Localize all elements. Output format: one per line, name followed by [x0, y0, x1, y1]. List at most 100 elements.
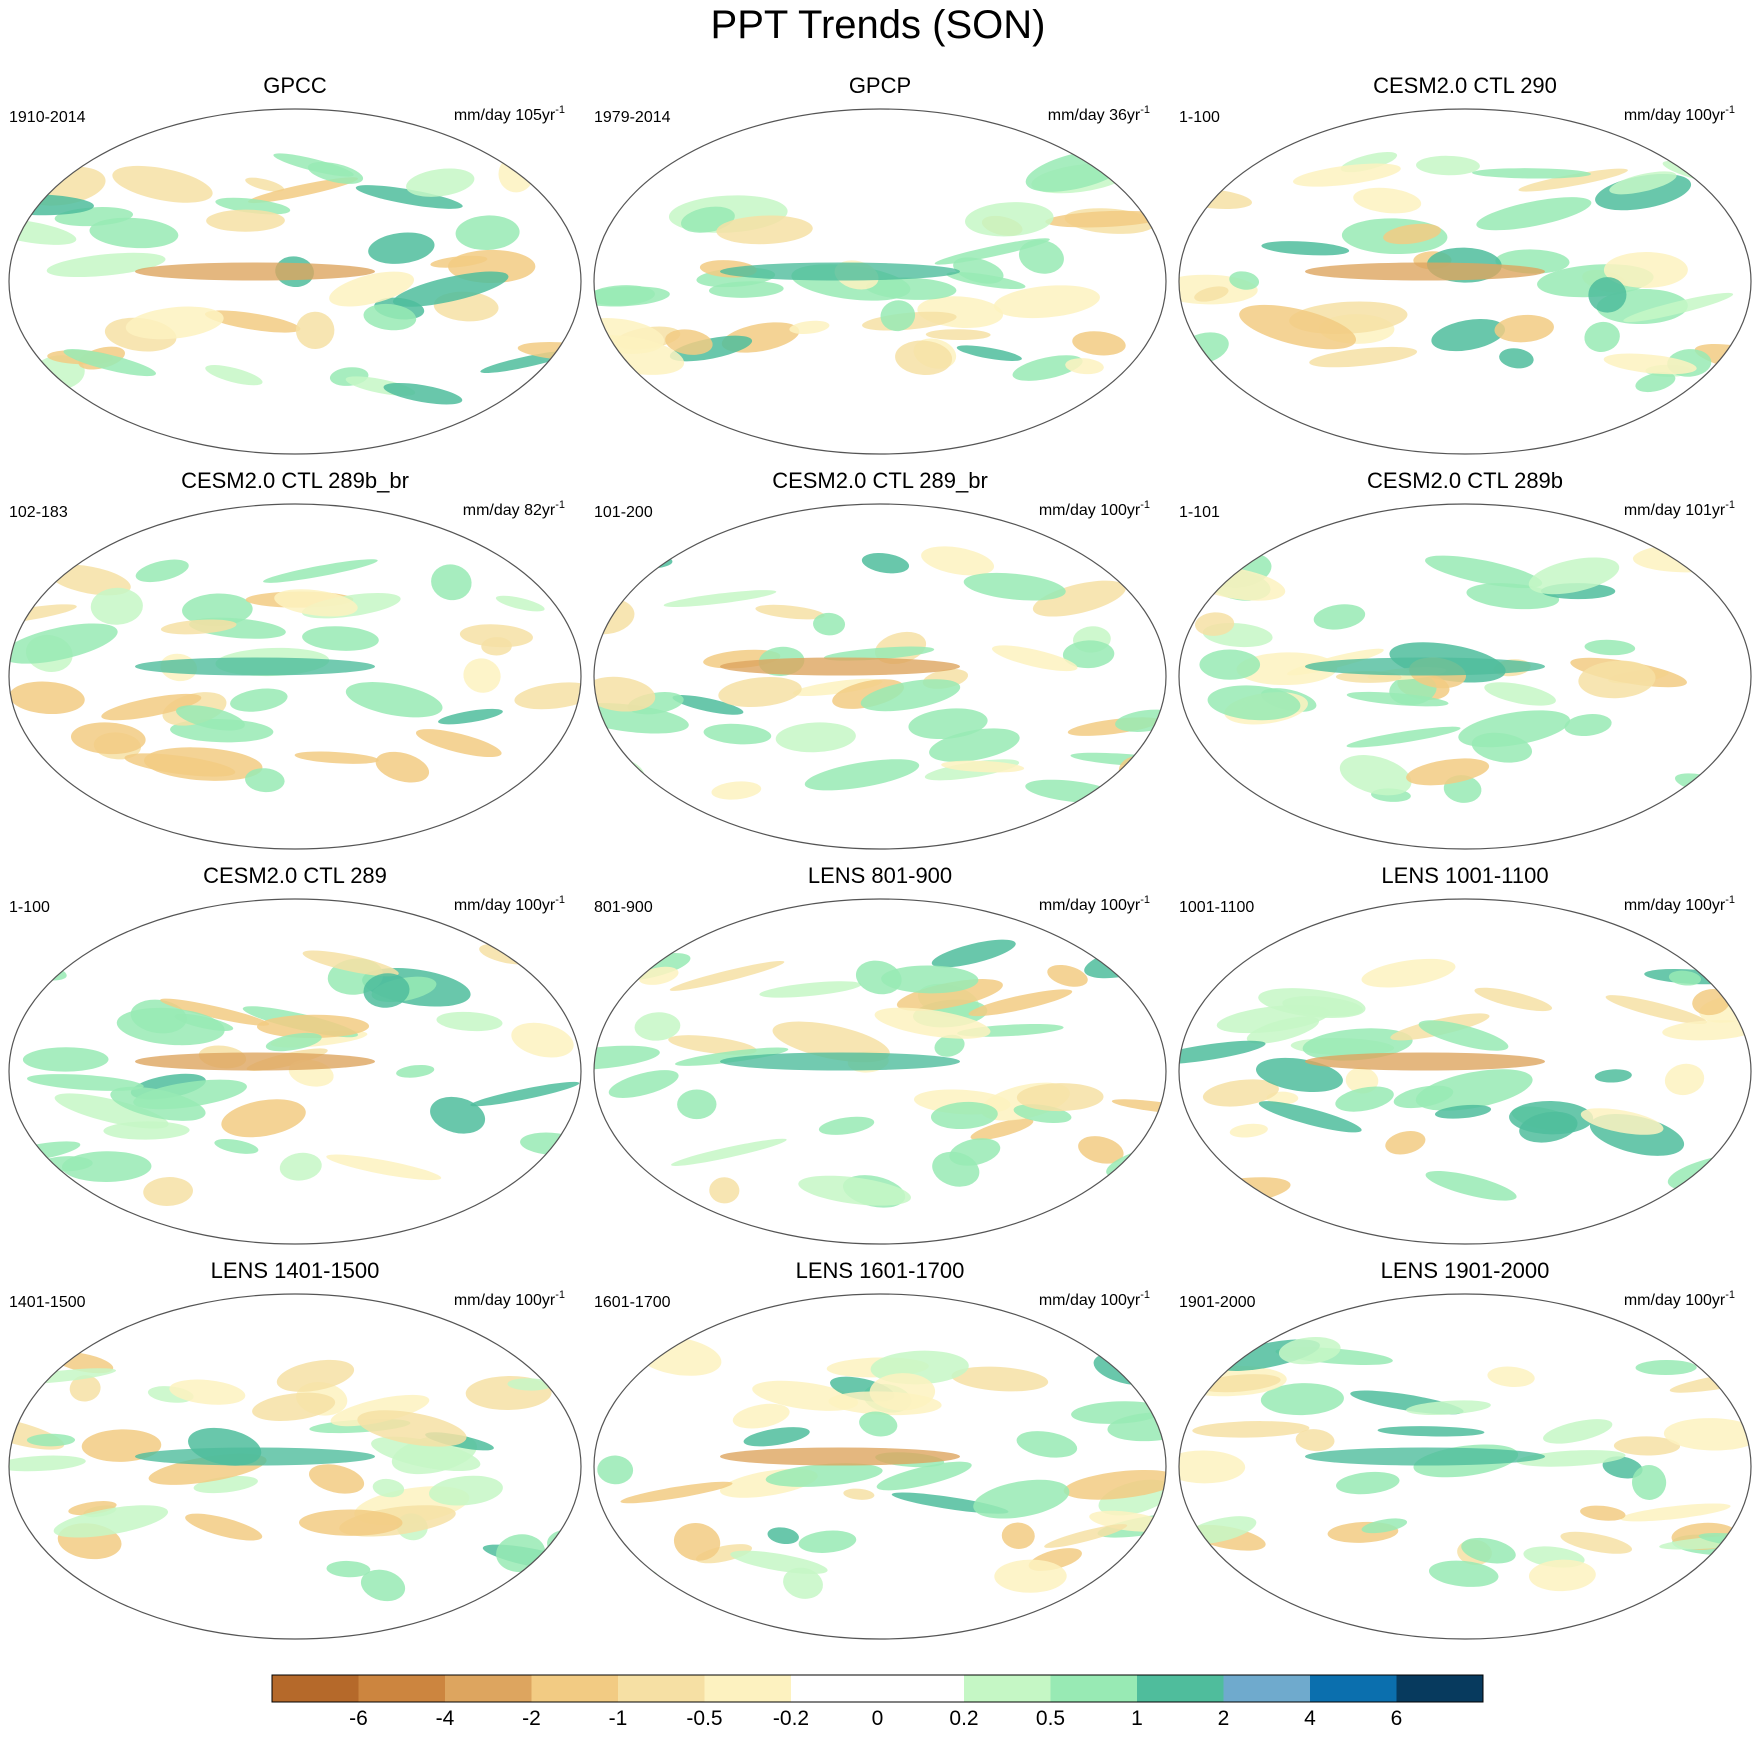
trend-patch — [869, 1373, 936, 1411]
units-sup: -1 — [1140, 104, 1150, 116]
colorbar-frame — [271, 1674, 1484, 1703]
trend-patch — [214, 1138, 259, 1154]
trend-patch — [459, 624, 533, 648]
units-text: mm/day 101yr — [1624, 502, 1726, 519]
colorbar-box — [618, 1675, 705, 1702]
trend-patch — [1361, 958, 1456, 988]
trend-patch — [430, 1096, 486, 1134]
trend-patch — [665, 329, 713, 355]
colorbar-box — [1396, 1675, 1483, 1702]
panel-units: mm/day 100yr-1 — [1624, 894, 1735, 914]
trend-patch — [1635, 372, 1676, 393]
trend-patch — [675, 1047, 789, 1066]
trend-patch — [295, 311, 335, 350]
panel-units: mm/day 105yr-1 — [454, 104, 565, 124]
trend-patch — [1179, 332, 1229, 364]
trend-patch — [1418, 1020, 1509, 1051]
trend-patch — [135, 559, 189, 583]
trend-patch — [1605, 995, 1708, 1025]
colorbar-label: 2 — [1218, 1707, 1230, 1730]
trend-patch — [730, 1550, 828, 1575]
tropical-band — [720, 262, 960, 281]
panel-units: mm/day 100yr-1 — [1039, 499, 1150, 519]
trend-patch — [245, 768, 285, 793]
trend-patch — [302, 626, 379, 651]
trend-patch — [1239, 304, 1357, 350]
trend-patch — [1635, 1360, 1697, 1376]
units-sup: -1 — [555, 499, 565, 511]
trend-patch — [1494, 314, 1554, 343]
trend-patch — [1111, 1099, 1166, 1115]
trend-patch — [169, 1379, 246, 1405]
trend-patch — [1302, 1028, 1413, 1061]
trend-patch — [874, 1007, 991, 1039]
trend-patch — [125, 306, 224, 340]
trend-patch — [363, 973, 410, 1008]
trend-patch — [326, 1154, 442, 1181]
trend-patch — [1668, 970, 1702, 986]
trend-patch — [865, 277, 957, 300]
trend-patch — [1578, 660, 1656, 699]
colorbar-label: -0.2 — [773, 1707, 809, 1730]
map-field — [9, 943, 581, 1206]
trend-patch — [26, 1433, 76, 1447]
trend-patch — [429, 1475, 503, 1506]
trend-patch — [1184, 566, 1286, 601]
trend-patch — [1072, 331, 1126, 356]
trend-patch — [1339, 755, 1412, 796]
trend-patch — [1012, 355, 1083, 381]
trend-patch — [860, 679, 961, 712]
trend-patch — [1385, 1131, 1426, 1155]
trend-patch — [1255, 1057, 1343, 1093]
trend-patch — [1032, 580, 1126, 617]
units-sup: -1 — [1140, 499, 1150, 511]
trend-patch — [1063, 1469, 1166, 1500]
map-outline — [8, 503, 582, 850]
trend-patch — [896, 979, 1003, 1011]
trend-patch — [1093, 1352, 1166, 1386]
trend-patch — [1516, 1450, 1626, 1467]
trend-patch — [671, 1138, 787, 1166]
trend-patch — [498, 155, 534, 193]
trend-patch — [1609, 171, 1677, 195]
trend-patch — [455, 215, 520, 251]
trend-patch — [1107, 1412, 1166, 1442]
trend-patch — [368, 232, 435, 264]
trend-patch — [221, 1099, 306, 1138]
trend-patch — [531, 1159, 581, 1197]
panel-units: mm/day 100yr-1 — [454, 1289, 565, 1309]
trend-patch — [732, 1403, 790, 1429]
trend-patch — [965, 202, 1054, 237]
trend-patch — [1229, 1123, 1268, 1138]
trend-patch — [953, 257, 1004, 284]
trend-patch — [1425, 555, 1543, 589]
trend-patch — [673, 1523, 721, 1561]
trend-patch — [396, 1064, 435, 1078]
trend-patch — [1179, 1346, 1223, 1375]
map-field — [594, 546, 1166, 803]
colorbar-label: 6 — [1391, 1707, 1403, 1730]
trend-patch — [430, 255, 488, 268]
units-sup: -1 — [1725, 104, 1735, 116]
trend-patch — [709, 1177, 740, 1204]
trend-patch — [880, 300, 916, 332]
trend-patch — [668, 1035, 757, 1055]
trend-patch — [594, 1566, 658, 1594]
units-text: mm/day 36yr — [1048, 107, 1141, 124]
figure-title: PPT Trends (SON) — [711, 3, 1046, 47]
trend-patch — [1487, 1366, 1535, 1388]
trend-patch — [298, 1509, 403, 1536]
trend-patch — [160, 998, 270, 1026]
colorbar-box — [445, 1675, 532, 1702]
tropical-band — [135, 657, 375, 676]
trend-patch — [355, 185, 463, 209]
panel-title: CESM2.0 CTL 289b — [1367, 468, 1563, 493]
trend-patch — [1309, 346, 1418, 368]
trend-patch — [357, 1410, 467, 1447]
trend-patch — [556, 766, 581, 790]
trend-patch — [1179, 948, 1243, 977]
panel-units: mm/day 36yr-1 — [1048, 104, 1150, 124]
trend-patch — [383, 382, 463, 405]
panel-title: LENS 1401-1500 — [211, 1258, 380, 1283]
trend-patch — [1472, 168, 1592, 179]
